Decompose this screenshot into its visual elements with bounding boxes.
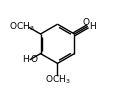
Text: H: H — [22, 55, 29, 64]
Text: OCH$_3$: OCH$_3$ — [44, 73, 70, 86]
Text: O: O — [82, 18, 89, 27]
Text: H: H — [89, 22, 95, 31]
Text: O: O — [30, 55, 37, 64]
Text: OCH$_3$: OCH$_3$ — [9, 21, 35, 33]
